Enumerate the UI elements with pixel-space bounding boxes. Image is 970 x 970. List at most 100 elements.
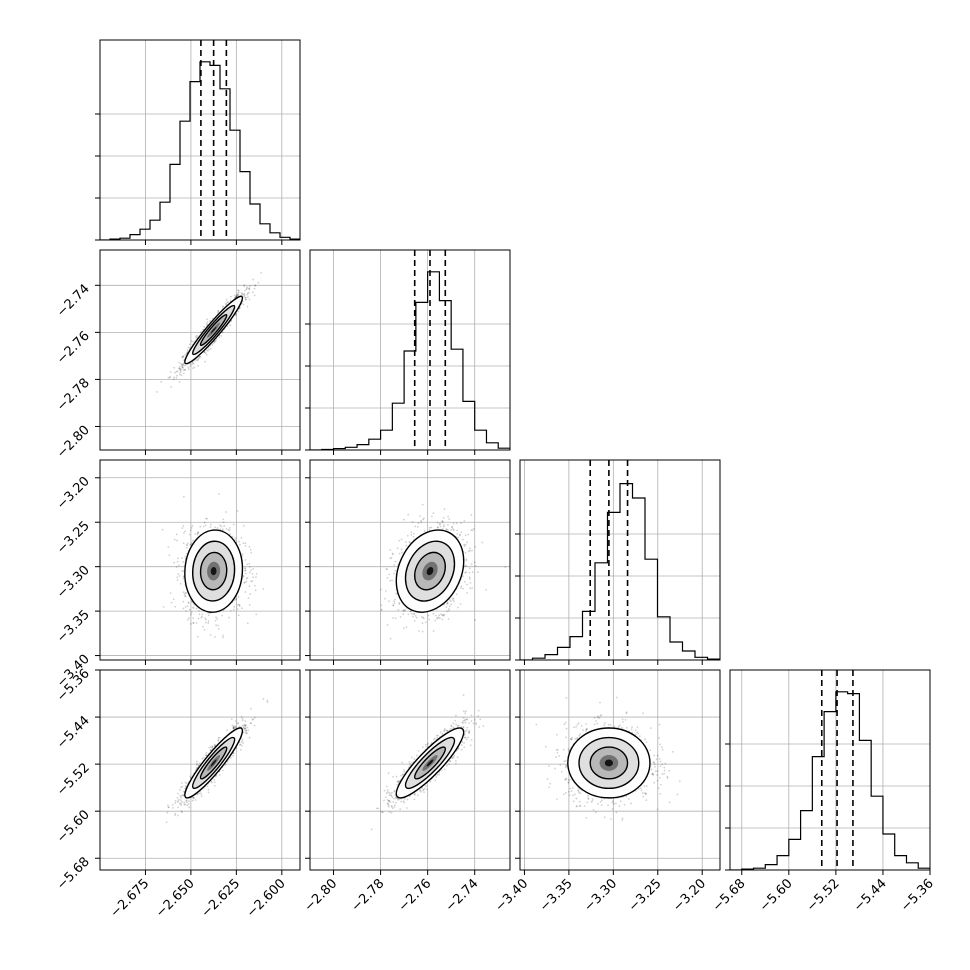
sample-point [188, 533, 191, 536]
sample-point [205, 517, 207, 520]
sample-point [468, 578, 471, 580]
sample-point [167, 377, 170, 379]
sample-point [402, 613, 405, 615]
sample-point [441, 613, 444, 616]
sample-point [197, 531, 200, 534]
sample-point [224, 511, 227, 513]
corner-plot-panels: −2.80−2.78−2.76−2.74−3.40−3.35−3.30−3.25… [54, 39, 937, 921]
sample-point [185, 610, 187, 613]
sample-point [174, 605, 177, 608]
sample-point [245, 298, 247, 301]
sample-point [167, 546, 170, 548]
sample-point [192, 621, 195, 624]
sample-point [210, 781, 213, 784]
sample-point [407, 513, 410, 516]
sample-point [410, 531, 413, 534]
sample-point [446, 602, 449, 605]
sample-point [416, 525, 419, 528]
sample-point [246, 286, 249, 289]
sample-point [450, 603, 453, 606]
sample-point [412, 613, 415, 615]
sample-point [176, 579, 179, 581]
sample-point [225, 528, 228, 530]
sample-point [244, 724, 247, 727]
sample-point [389, 549, 392, 551]
sample-point [406, 534, 409, 537]
sample-point [472, 528, 475, 530]
sample-point [469, 587, 472, 590]
sample-point [459, 603, 462, 605]
sample-point [243, 294, 246, 297]
sample-point [193, 359, 196, 362]
sample-point [187, 366, 190, 369]
sample-point [447, 524, 449, 526]
sample-point [460, 522, 463, 524]
sample-point [180, 786, 182, 789]
sample-point [181, 366, 184, 369]
sample-point [442, 525, 445, 528]
sample-point [464, 543, 467, 546]
sample-point [412, 615, 414, 618]
sample-point [262, 588, 265, 590]
sample-point [184, 592, 187, 594]
sample-point [233, 605, 236, 608]
sample-point [221, 528, 224, 531]
sample-point [242, 727, 245, 730]
sample-point [174, 801, 177, 804]
sample-point [463, 520, 466, 522]
sample-point [205, 322, 208, 325]
sample-point [188, 800, 190, 803]
sample-point [221, 614, 223, 617]
sample-point [167, 806, 170, 809]
sample-point [207, 620, 210, 622]
panel-frame [99, 39, 301, 241]
sample-point [237, 614, 240, 617]
sample-point [224, 763, 227, 766]
sample-point [198, 610, 200, 612]
histogram-1 [310, 271, 510, 450]
sample-point [456, 606, 459, 609]
sample-point [205, 353, 208, 356]
sample-point [243, 581, 246, 584]
sample-point [236, 510, 239, 512]
sample-point [240, 292, 243, 294]
sample-point [196, 531, 199, 534]
sample-point [182, 364, 185, 367]
sample-point [177, 573, 180, 575]
sample-point [209, 634, 212, 636]
sample-point [211, 745, 214, 748]
sample-point [254, 284, 257, 287]
sample-point [260, 271, 263, 274]
sample-point [210, 746, 212, 749]
sample-point [229, 295, 232, 298]
sample-point [443, 603, 446, 606]
sample-point [439, 525, 442, 528]
sample-point [436, 617, 439, 620]
sample-point [189, 529, 192, 532]
sample-point [232, 725, 235, 727]
sample-point [209, 526, 212, 528]
sample-point [206, 785, 209, 788]
sample-point [248, 562, 251, 565]
sample-point [219, 528, 222, 531]
sample-point [253, 287, 256, 290]
sample-point [471, 587, 473, 590]
sample-point [229, 533, 231, 536]
sample-point [244, 542, 247, 545]
sample-point [191, 340, 194, 343]
sample-point [249, 548, 252, 551]
sample-point [216, 311, 219, 314]
sample-point [218, 628, 220, 630]
sample-point [190, 611, 193, 614]
sample-point [208, 746, 211, 749]
contour-level-4 [210, 326, 217, 334]
density-contours [184, 529, 244, 613]
sample-point [432, 630, 435, 632]
sample-point [204, 524, 207, 527]
sample-point [251, 573, 254, 575]
sample-point [179, 802, 182, 805]
sample-point [186, 543, 188, 546]
sample-point [192, 797, 195, 800]
sample-point [250, 707, 252, 710]
sample-point [441, 528, 444, 530]
